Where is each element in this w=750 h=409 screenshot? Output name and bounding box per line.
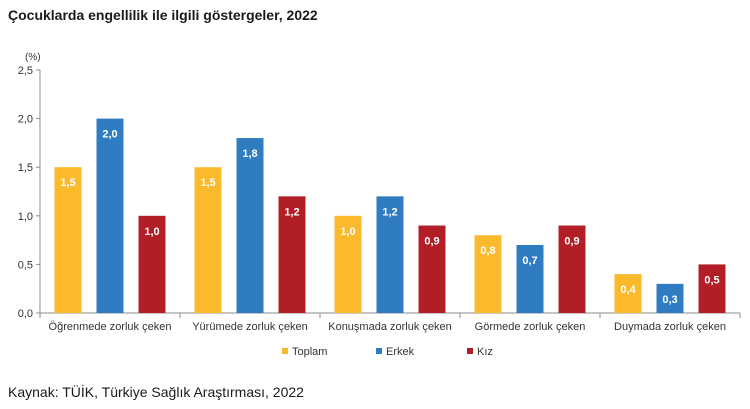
x-category-label: Öğrenmede zorluk çeken [49,321,172,333]
x-axis: Öğrenmede zorluk çeken Yürümede zorluk çe… [39,312,741,333]
legend-swatch [376,348,382,354]
y-tick-label: 0,5 [18,259,33,271]
bar-toplam [54,167,82,313]
y-tick-label: 2,5 [18,65,33,77]
bar-erkek [516,244,544,313]
y-tick-label: 1,5 [18,162,33,174]
x-category-label: Duymada zorluk çeken [614,321,726,333]
legend-swatch [467,348,473,354]
bar-value-label: 1,0 [144,226,159,238]
bar-toplam [614,274,642,313]
x-category-label: Konuşmada zorluk çeken [328,321,452,333]
bar-erkek [656,283,684,313]
legend-label: Erkek [386,346,415,358]
bar-value-label: 0,3 [662,294,677,306]
x-category-label: Görmede zorluk çeken [475,321,586,333]
bar-kız [418,225,446,313]
bar-value-label: 0,5 [704,274,719,286]
y-tick-label: 0,0 [18,308,33,320]
bar-toplam [334,215,362,313]
bar-erkek [236,138,264,313]
bar-value-label: 1,2 [382,206,397,218]
y-axis: 0,0 0,5 1,0 1,5 2,0 2,5 [18,65,41,320]
legend-swatch [282,348,288,354]
bar-value-label: 0,9 [564,236,579,248]
bar-toplam [474,235,502,313]
bar-value-label: 0,4 [620,284,636,296]
bar-value-label: 1,0 [340,226,355,238]
bar-value-label: 0,8 [480,245,495,257]
y-axis-unit: (%) [25,52,41,63]
bar-value-label: 0,9 [424,236,439,248]
chart-title: Çocuklarda engellilik ile ilgili gösterg… [8,7,318,23]
bar-kız [278,196,306,313]
x-category-label: Yürümede zorluk çeken [192,321,308,333]
bar-value-label: 2,0 [102,129,117,141]
bar-value-label: 1,2 [284,206,299,218]
bar-kız [138,215,166,313]
source-note: Kaynak: TÜİK, Türkiye Sağlık Araştırması… [8,384,304,400]
bar-value-label: 0,7 [522,255,537,267]
bar-kız [558,225,586,313]
y-tick-label: 2,0 [18,114,33,126]
bar-value-label: 1,5 [200,177,215,189]
y-tick-label: 1,0 [18,211,33,223]
legend-label: Kız [477,346,493,358]
bar-value-label: 1,5 [60,177,75,189]
bar-value-label: 1,8 [242,148,257,160]
legend: Toplam Erkek Kız [282,346,493,358]
bar-erkek [96,118,124,313]
legend-label: Toplam [292,346,327,358]
bar-kız [698,264,726,313]
bar-erkek [376,196,404,313]
bar-toplam [194,167,222,313]
bar-group: 1,5 2,0 1,0 1,5 1,8 1,2 1,0 1,2 0,9 0,8 0,7 0,9 0,4 0… [54,118,726,313]
